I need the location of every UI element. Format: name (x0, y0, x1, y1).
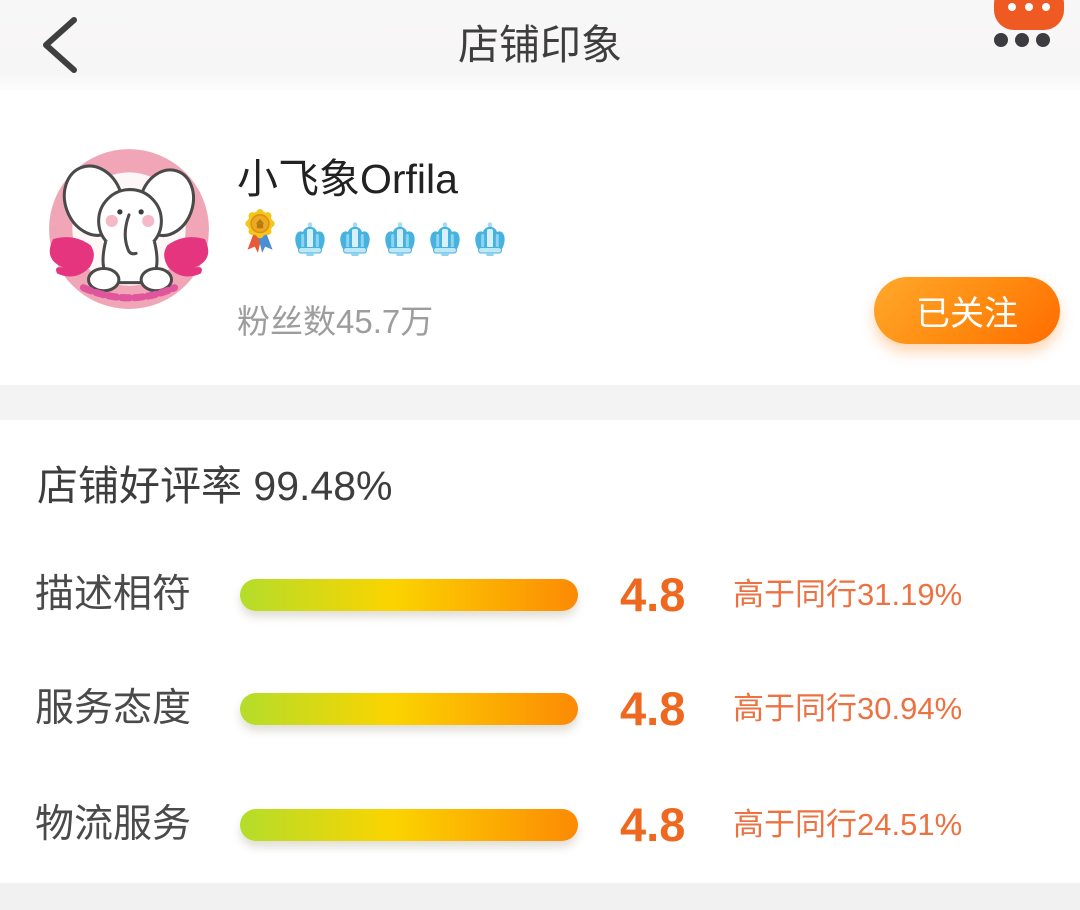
rating-score: 4.8 (620, 568, 686, 621)
crown-icon (295, 222, 325, 256)
store-logo[interactable] (43, 140, 215, 312)
back-button[interactable] (30, 12, 94, 78)
crown-icon (430, 222, 460, 256)
logo-arc-text (79, 284, 179, 302)
wing-left (49, 237, 94, 277)
crown-row (292, 222, 508, 256)
rating-compare: 高于同行30.94% (733, 691, 963, 726)
medal-icon (245, 209, 275, 253)
ellipsis-icon (994, 33, 1008, 47)
seller-rating-badges (244, 208, 508, 256)
rating-bar (240, 809, 578, 841)
bottom-band (0, 883, 1080, 910)
page-title: 店铺印象 (458, 22, 622, 68)
rating-row-logistics: 物流服务 4.8 高于同行24.51% (0, 793, 1080, 857)
followers-count: 粉丝数45.7万 (237, 303, 434, 340)
ratings-section: 店铺好评率 99.48% 描述相符 4.8 高于同行31.19% 服务态度 4.… (0, 420, 1080, 883)
rating-compare: 高于同行31.19% (733, 577, 963, 612)
follow-button[interactable]: 已关注 (874, 277, 1060, 344)
section-divider (0, 385, 1080, 420)
rating-score: 4.8 (620, 798, 686, 851)
store-card: 小飞象Orfila (0, 90, 1080, 385)
chevron-left-icon (43, 17, 77, 73)
rating-label: 物流服务 (35, 803, 192, 846)
rating-bar (240, 693, 578, 725)
ellipsis-icon (1008, 3, 1016, 11)
crown-icon (385, 222, 415, 256)
header: 店铺印象 (0, 0, 1080, 90)
rating-row-description: 描述相符 4.8 高于同行31.19% (0, 563, 1080, 627)
floating-more-bubble[interactable] (994, 0, 1064, 30)
rating-row-service: 服务态度 4.8 高于同行30.94% (0, 677, 1080, 741)
positive-rate-headline: 店铺好评率 99.48% (37, 463, 393, 509)
rating-label: 描述相符 (35, 573, 192, 616)
rating-score: 4.8 (620, 682, 686, 735)
wing-right (164, 237, 209, 277)
crown-icon (475, 222, 505, 256)
rating-bar (240, 579, 578, 611)
store-name: 小飞象Orfila (237, 156, 458, 202)
crown-icon (340, 222, 370, 256)
more-options-button[interactable] (994, 32, 1050, 48)
rating-compare: 高于同行24.51% (733, 807, 963, 842)
rating-label: 服务态度 (35, 687, 192, 730)
